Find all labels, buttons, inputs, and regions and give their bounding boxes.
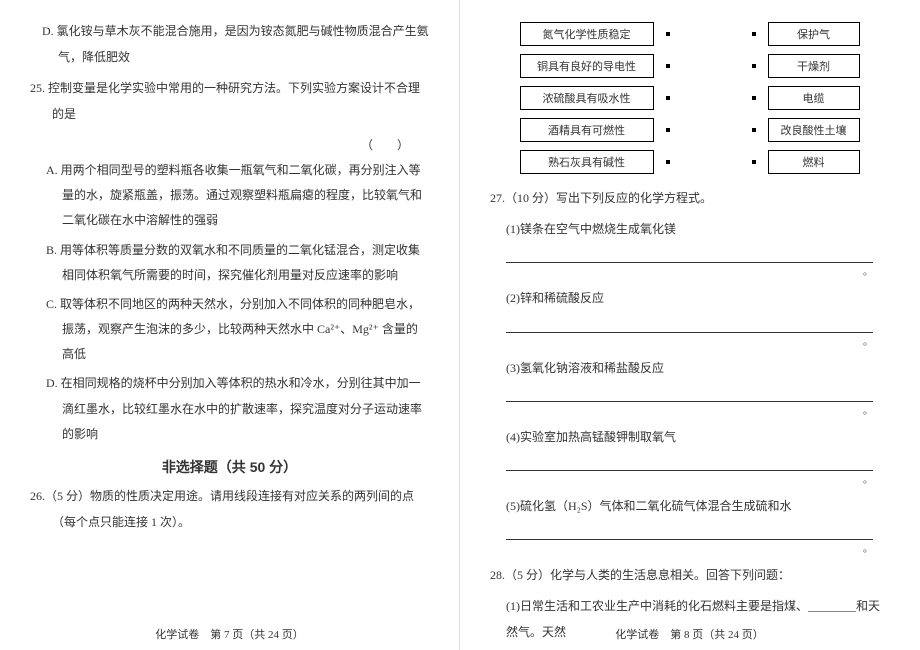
dot-right-4 [752, 160, 756, 164]
match-right-box-0: 保护气 [768, 22, 860, 46]
q25-option-d: D. 在相同规格的烧杯中分别加入等体积的热水和冷水，分别往其中加一滴红墨水，比较… [30, 371, 429, 447]
match-right-box-1: 干燥剂 [768, 54, 860, 78]
q27-4: (4)实验室加热高锰酸钾制取氧气 [490, 425, 889, 450]
q27-2: (2)锌和稀硫酸反应 [490, 286, 889, 311]
match-left-2: 浓硫酸具有吸水性 [520, 86, 670, 110]
match-left-0: 氮气化学性质稳定 [520, 22, 670, 46]
answer-line-2 [506, 318, 873, 333]
footer-7: 化学试卷 第 7 页（共 24 页） [0, 626, 459, 642]
match-right-0: 保护气 [752, 22, 860, 46]
q27-1: (1)镁条在空气中燃烧生成氧化镁 [490, 217, 889, 242]
match-left-box-4: 熟石灰具有碱性 [520, 150, 654, 174]
match-left-box-1: 铜具有良好的导电性 [520, 54, 654, 78]
match-right-3: 改良酸性土壤 [752, 118, 860, 142]
match-left-3: 酒精具有可燃性 [520, 118, 670, 142]
dot-left-1 [666, 64, 670, 68]
page-7: D. 氯化铵与草木灰不能混合施用，是因为铵态氮肥与碱性物质混合产生氨气，降低肥效… [0, 0, 459, 650]
match-row-0: 氮气化学性质稳定 保护气 [520, 22, 860, 46]
dot-left-3 [666, 128, 670, 132]
dot-left-4 [666, 160, 670, 164]
q25-blank-paren: （ ） [30, 132, 429, 158]
match-right-1: 干燥剂 [752, 54, 860, 78]
q25-option-a: A. 用两个相同型号的塑料瓶各收集一瓶氧气和二氧化碳，再分别注入等量的水，旋紧瓶… [30, 158, 429, 234]
answer-line-3 [506, 387, 873, 402]
dot-right-3 [752, 128, 756, 132]
match-right-box-2: 电缆 [768, 86, 860, 110]
match-row-3: 酒精具有可燃性 改良酸性土壤 [520, 118, 860, 142]
dot-right-1 [752, 64, 756, 68]
match-left-box-3: 酒精具有可燃性 [520, 118, 654, 142]
section-title: 非选择题（共 50 分） [30, 457, 429, 477]
answer-line-4 [506, 456, 873, 471]
match-right-2: 电缆 [752, 86, 860, 110]
dot-left-0 [666, 32, 670, 36]
period-1: 。 [490, 263, 873, 278]
answer-line-5 [506, 525, 873, 540]
match-right-box-4: 燃料 [768, 150, 860, 174]
dot-left-2 [666, 96, 670, 100]
match-row-1: 铜具有良好的导电性 干燥剂 [520, 54, 860, 78]
match-grid: 氮气化学性质稳定 保护气铜具有良好的导电性 干燥剂浓硫酸具有吸水性 电缆酒精具有可燃性… [520, 22, 860, 174]
match-left-1: 铜具有良好的导电性 [520, 54, 670, 78]
q26-stem: 26.（5 分）物质的性质决定用途。请用线段连接有对应关系的两列间的点（每个点只… [30, 483, 429, 536]
match-row-4: 熟石灰具有碱性 燃料 [520, 150, 860, 174]
match-right-box-3: 改良酸性土壤 [768, 118, 860, 142]
q27-5: (5)硫化氢（H₂S）气体和二氧化硫气体混合生成硫和水 [490, 494, 889, 519]
q25-stem: 25. 控制变量是化学实验中常用的一种研究方法。下列实验方案设计不合理的是 [30, 75, 429, 128]
page-8: 氮气化学性质稳定 保护气铜具有良好的导电性 干燥剂浓硫酸具有吸水性 电缆酒精具有可燃性… [460, 0, 919, 650]
q25-option-c: C. 取等体积不同地区的两种天然水，分别加入不同体积的同种肥皂水，振荡，观察产生… [30, 292, 429, 368]
period-3: 。 [490, 402, 873, 417]
match-left-box-2: 浓硫酸具有吸水性 [520, 86, 654, 110]
dot-right-0 [752, 32, 756, 36]
match-right-4: 燃料 [752, 150, 860, 174]
q24-option-d: D. 氯化铵与草木灰不能混合施用，是因为铵态氮肥与碱性物质混合产生氨气，降低肥效 [30, 18, 429, 71]
period-5: 。 [490, 540, 873, 555]
match-left-box-0: 氮气化学性质稳定 [520, 22, 654, 46]
q27-stem: 27.（10 分）写出下列反应的化学方程式。 [490, 186, 889, 211]
q28-stem: 28.（5 分）化学与人类的生活息息相关。回答下列问题： [490, 563, 889, 588]
match-row-2: 浓硫酸具有吸水性 电缆 [520, 86, 860, 110]
footer-8: 化学试卷 第 8 页（共 24 页） [460, 626, 919, 642]
q25-option-b: B. 用等体积等质量分数的双氧水和不同质量的二氧化锰混合，测定收集相同体积氧气所… [30, 238, 429, 288]
match-left-4: 熟石灰具有碱性 [520, 150, 670, 174]
q27-3: (3)氢氧化钠溶液和稀盐酸反应 [490, 356, 889, 381]
period-2: 。 [490, 333, 873, 348]
period-4: 。 [490, 471, 873, 486]
exam-sheet: D. 氯化铵与草木灰不能混合施用，是因为铵态氮肥与碱性物质混合产生氨气，降低肥效… [0, 0, 920, 650]
dot-right-2 [752, 96, 756, 100]
answer-line-1 [506, 248, 873, 263]
